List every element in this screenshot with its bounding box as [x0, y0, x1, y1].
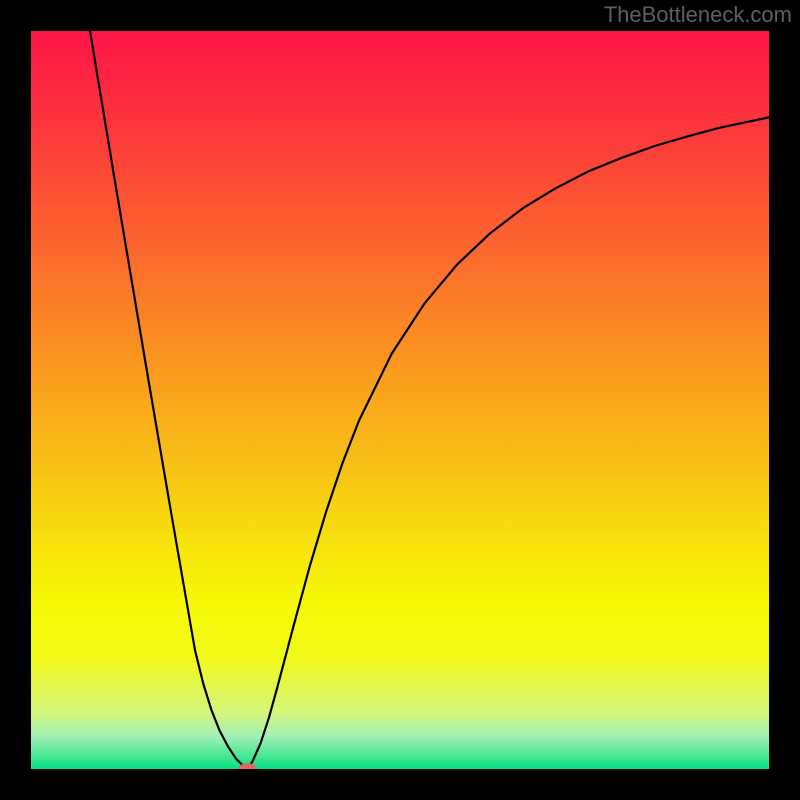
- bottleneck-chart: TheBottleneck.com: [0, 0, 800, 800]
- watermark-text: TheBottleneck.com: [604, 2, 792, 28]
- chart-svg: [0, 0, 800, 800]
